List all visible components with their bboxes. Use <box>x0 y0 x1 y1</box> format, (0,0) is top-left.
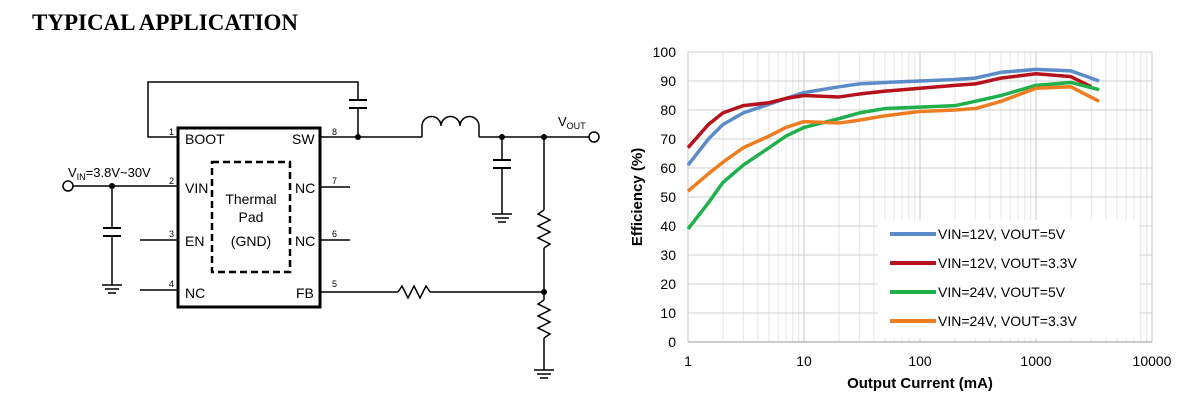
x-tick-label: 1000 <box>1020 353 1051 369</box>
pin-name: NC <box>295 233 315 249</box>
legend-label: VIN=12V, VOUT=5V <box>938 226 1066 242</box>
pin-number: 7 <box>332 176 337 186</box>
series-line <box>686 72 1093 149</box>
y-tick-label: 60 <box>660 160 676 176</box>
pad-label: Thermal <box>225 191 276 207</box>
legend-label: VIN=24V, VOUT=5V <box>938 284 1066 300</box>
pin-number: 6 <box>332 229 337 239</box>
pin-number: 5 <box>332 279 337 289</box>
x-axis-label: Output Current (mA) <box>847 375 993 392</box>
pin-number: 1 <box>169 127 174 137</box>
legend-box <box>878 220 1140 338</box>
pin-name: BOOT <box>185 131 225 147</box>
y-axis-label: Efficiency (%) <box>629 148 646 246</box>
y-tick-label: 70 <box>660 131 676 147</box>
y-tick-label: 80 <box>660 102 676 118</box>
vout-label: VOUT <box>558 114 586 131</box>
pin-name: EN <box>185 233 204 249</box>
y-tick-label: 20 <box>660 276 676 292</box>
y-tick-label: 40 <box>660 218 676 234</box>
y-tick-label: 30 <box>660 247 676 263</box>
efficiency-chart: Output Current (mA) Efficiency (%) 0 10 20… <box>629 44 1172 392</box>
vout-main: V <box>558 114 567 129</box>
pin-name: FB <box>296 285 314 301</box>
x-tick-label: 100 <box>908 353 932 369</box>
y-tick-label: 50 <box>660 189 676 205</box>
y-tick-label: 90 <box>660 73 676 89</box>
x-tick-label: 1 <box>684 353 692 369</box>
vout-sub: OUT <box>567 121 587 131</box>
pin-name: VIN <box>185 180 208 196</box>
pin-number: 2 <box>169 176 174 186</box>
x-tick-label: 10000 <box>1133 353 1172 369</box>
pad-label: (GND) <box>231 233 271 249</box>
vin-main: V <box>68 165 77 180</box>
pin-name: SW <box>292 131 315 147</box>
pin-name: NC <box>185 285 205 301</box>
pin-number: 8 <box>332 127 337 137</box>
series-line <box>686 80 1100 230</box>
circuit: BOOT VIN EN NC FB NC NC SW 1 2 3 4 5 6 7… <box>62 81 600 379</box>
pin-number: 4 <box>169 279 174 289</box>
pad-label: Pad <box>239 209 264 225</box>
y-tick-label: 10 <box>660 305 676 321</box>
x-tick-label: 10 <box>796 353 812 369</box>
legend-label: VIN=24V, VOUT=3.3V <box>938 313 1077 329</box>
series-line <box>686 85 1100 193</box>
series-line <box>686 67 1100 167</box>
y-tick-label: 0 <box>668 334 676 350</box>
vin-rest: =3.8V~30V <box>86 165 151 180</box>
legend-label: VIN=12V, VOUT=3.3V <box>938 255 1077 271</box>
vin-label: VIN=3.8V~30V <box>68 165 151 182</box>
wires <box>62 81 600 379</box>
junctions <box>109 134 547 295</box>
heading: TYPICAL APPLICATION <box>32 10 298 35</box>
vin-sub: IN <box>77 172 86 182</box>
pin-number: 3 <box>169 229 174 239</box>
y-tick-label: 100 <box>653 44 677 60</box>
pin-name: NC <box>295 180 315 196</box>
